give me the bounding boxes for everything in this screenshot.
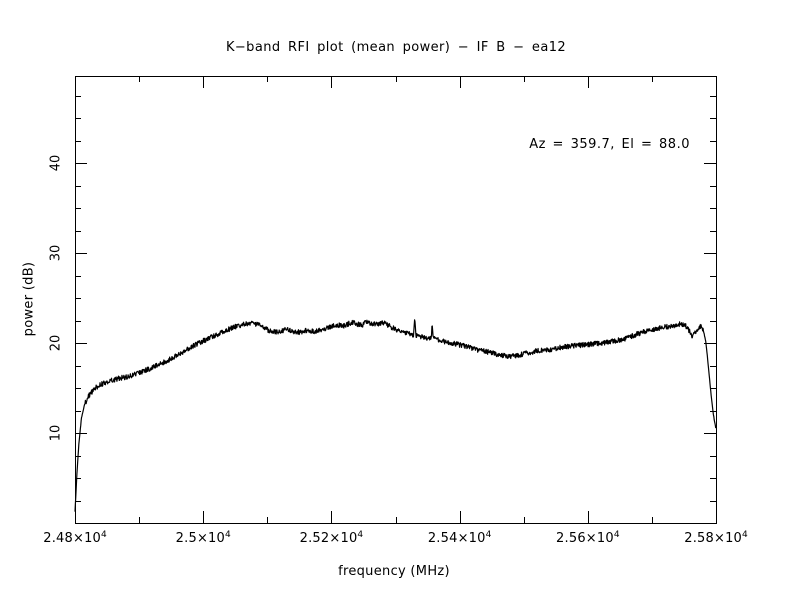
axis-ticks bbox=[75, 76, 717, 523]
plot-frame bbox=[75, 76, 717, 524]
y-tick-label: 30 bbox=[48, 244, 64, 262]
x-tick-label: 2.54×104 bbox=[427, 530, 492, 546]
x-tick-label: 2.58×104 bbox=[684, 530, 748, 546]
y-tick-label: 20 bbox=[48, 334, 64, 352]
x-tick-label: 2.56×104 bbox=[556, 530, 620, 546]
x-tick-label: 2.5×104 bbox=[175, 530, 231, 546]
pointing-annotation: Az = 359.7, El = 88.0 bbox=[529, 137, 690, 152]
plot-title: K−band RFI plot (mean power) − IF B − ea… bbox=[225, 40, 567, 55]
x-axis-label: frequency (MHz) bbox=[338, 564, 450, 579]
y-tick-label: 40 bbox=[48, 154, 64, 172]
x-tick-label: 2.48×104 bbox=[43, 530, 107, 546]
y-tick-label: 10 bbox=[48, 424, 64, 442]
x-tick-label: 2.52×104 bbox=[299, 530, 364, 546]
data-curve bbox=[74, 319, 717, 512]
